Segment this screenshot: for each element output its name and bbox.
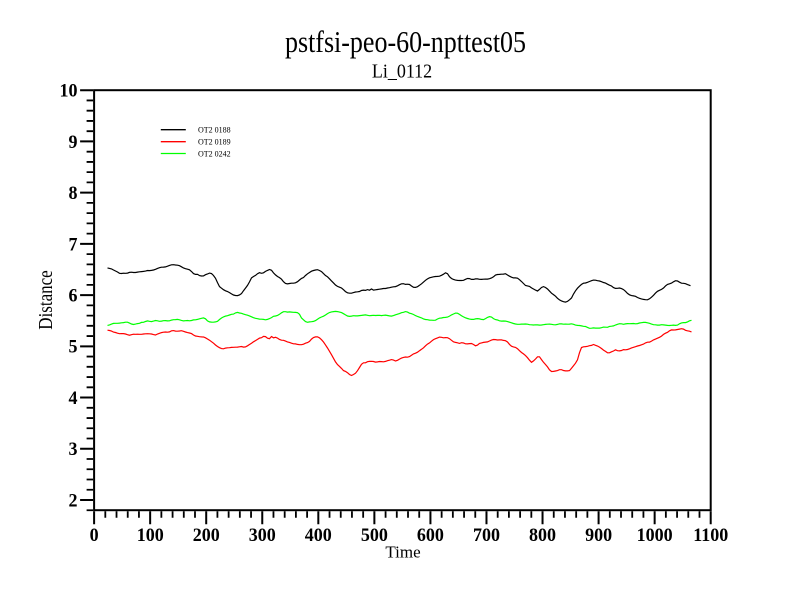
svg-text:Li_0112: Li_0112 [372, 61, 432, 83]
svg-text:10: 10 [60, 80, 78, 102]
svg-text:1100: 1100 [693, 524, 728, 546]
svg-text:6: 6 [69, 285, 78, 307]
svg-text:0: 0 [90, 524, 99, 546]
svg-text:OT2 0242: OT2 0242 [198, 149, 231, 158]
svg-text:400: 400 [305, 524, 332, 546]
svg-text:Distance: Distance [35, 270, 56, 329]
svg-text:9: 9 [69, 131, 78, 153]
svg-text:8: 8 [69, 182, 78, 204]
svg-text:900: 900 [585, 524, 612, 546]
svg-text:800: 800 [529, 524, 556, 546]
svg-text:3: 3 [69, 439, 78, 461]
svg-text:OT2 0189: OT2 0189 [198, 137, 231, 146]
svg-text:OT2 0188: OT2 0188 [198, 125, 231, 134]
svg-text:pstfsi-peo-60-npttest05: pstfsi-peo-60-npttest05 [285, 26, 526, 59]
svg-text:600: 600 [417, 524, 444, 546]
svg-text:2: 2 [69, 490, 78, 512]
svg-text:200: 200 [193, 524, 220, 546]
svg-text:4: 4 [69, 387, 78, 409]
svg-text:1000: 1000 [637, 524, 673, 546]
svg-text:700: 700 [473, 524, 500, 546]
svg-text:500: 500 [361, 524, 388, 546]
svg-text:7: 7 [69, 234, 78, 256]
svg-text:100: 100 [137, 524, 164, 546]
svg-text:Time: Time [385, 543, 420, 562]
svg-text:5: 5 [69, 336, 78, 358]
svg-text:300: 300 [249, 524, 276, 546]
